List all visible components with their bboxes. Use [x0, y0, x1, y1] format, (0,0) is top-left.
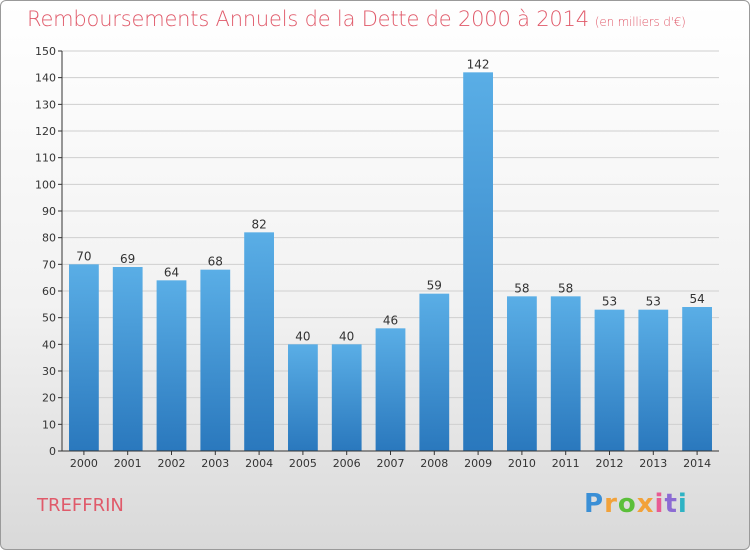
x-tick-label: 2006 — [333, 457, 361, 470]
bar-value-label: 40 — [295, 329, 310, 343]
bar — [682, 307, 712, 451]
bar — [507, 296, 537, 451]
y-tick-label: 50 — [42, 312, 56, 325]
commune-name: TREFFRIN — [37, 495, 124, 516]
bar — [288, 344, 318, 451]
x-tick-label: 2013 — [639, 457, 667, 470]
logo-letter: x — [636, 489, 655, 519]
bar-value-label: 70 — [76, 249, 91, 263]
bar-value-label: 46 — [383, 313, 398, 327]
bar-value-label: 58 — [514, 281, 529, 295]
bar-value-label: 54 — [689, 292, 704, 306]
x-tick-label: 2007 — [377, 457, 405, 470]
y-tick-label: 30 — [42, 365, 56, 378]
labels: 0 10 20 30 40 50 60 70 80 90 100 110 120 130 140 150 70 2… — [35, 45, 711, 470]
bar — [594, 309, 625, 451]
x-tick-label: 2008 — [420, 457, 448, 470]
bars — [69, 72, 712, 451]
chart-title-text: Remboursements Annuels de la Dette de 20… — [27, 7, 589, 31]
y-tick-label: 80 — [42, 232, 56, 245]
logo-letter: i — [654, 489, 665, 519]
logo-letter: t — [664, 489, 678, 519]
x-tick-label: 2010 — [508, 457, 536, 470]
y-tick-label: 10 — [42, 418, 56, 431]
bar-value-label: 58 — [558, 281, 573, 295]
y-tick-label: 120 — [35, 125, 56, 138]
x-tick-label: 2001 — [114, 457, 142, 470]
x-tick-label: 2002 — [158, 457, 186, 470]
y-tick-label: 100 — [35, 178, 56, 191]
x-tick-label: 2003 — [201, 457, 229, 470]
y-tick-label: 140 — [35, 72, 56, 85]
bar-value-label: 40 — [339, 329, 354, 343]
x-tick-label: 2011 — [552, 457, 580, 470]
bar — [550, 296, 581, 451]
chart-unit-label: (en milliers d'€) — [594, 15, 686, 29]
y-tick-label: 90 — [42, 205, 56, 218]
bar — [156, 280, 187, 451]
x-tick-label: 2000 — [70, 457, 98, 470]
y-tick-label: 20 — [42, 392, 56, 405]
y-tick-label: 130 — [35, 98, 56, 111]
y-tick-label: 60 — [42, 285, 56, 298]
bar-value-label: 142 — [467, 57, 490, 71]
y-tick-label: 70 — [42, 258, 56, 271]
x-tick-label: 2009 — [464, 457, 492, 470]
y-tick-label: 0 — [49, 445, 56, 458]
bar — [419, 293, 450, 451]
y-tick-label: 40 — [42, 338, 56, 351]
axes — [58, 50, 719, 455]
bar — [244, 232, 274, 451]
logo-letter: P — [584, 489, 605, 519]
bar — [638, 309, 669, 451]
bar-value-label: 69 — [120, 252, 135, 266]
bar-value-label: 68 — [208, 255, 223, 269]
y-tick-label: 150 — [35, 45, 56, 58]
bar — [69, 264, 99, 451]
logo-letter: o — [617, 489, 637, 519]
x-tick-label: 2012 — [596, 457, 624, 470]
y-tick-label: 110 — [35, 152, 56, 165]
bar-value-label: 59 — [427, 279, 442, 293]
bar-value-label: 53 — [646, 295, 661, 309]
bar — [463, 72, 493, 451]
bar-value-label: 53 — [602, 295, 617, 309]
x-tick-label: 2005 — [289, 457, 317, 470]
bar — [375, 328, 406, 451]
chart-title: Remboursements Annuels de la Dette de 20… — [27, 7, 686, 31]
x-tick-label: 2014 — [683, 457, 711, 470]
bar-value-label: 64 — [164, 265, 179, 279]
bar — [331, 344, 362, 451]
logo-letter: i — [677, 489, 688, 519]
logo-letter: r — [604, 489, 618, 519]
bar-value-label: 82 — [251, 217, 266, 231]
bar — [200, 269, 231, 451]
bar — [112, 267, 143, 451]
x-tick-label: 2004 — [245, 457, 273, 470]
proxiti-logo: Proxiti — [584, 489, 694, 523]
